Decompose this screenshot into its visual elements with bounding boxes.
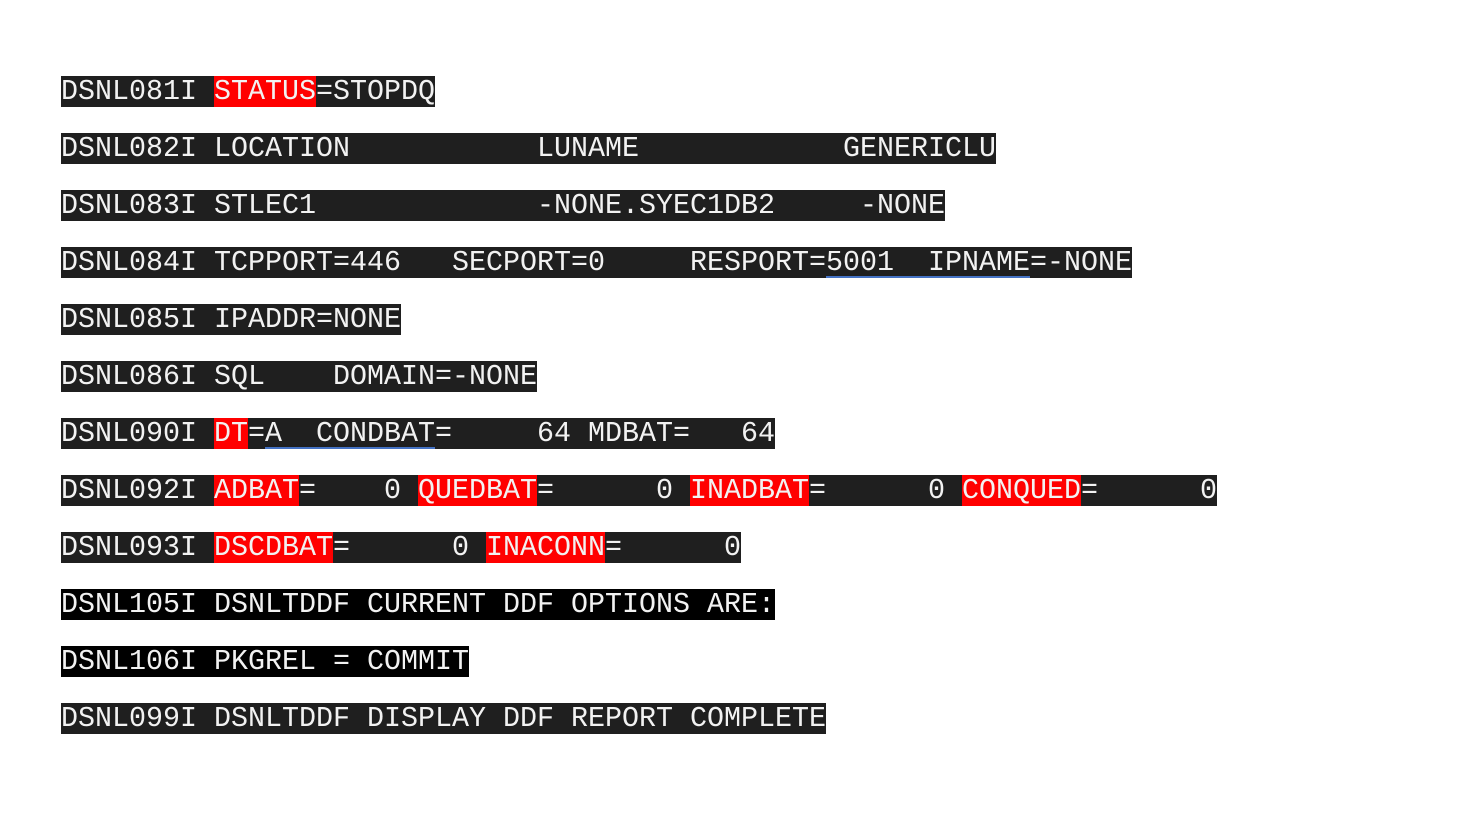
message-text: = 0 xyxy=(333,531,486,564)
message-line-dsnl092i: DSNL092I ADBAT= 0 QUEDBAT= 0 INADBAT= 0 … xyxy=(61,475,1217,506)
message-text: = 0 xyxy=(809,474,962,507)
message-line-dsnl105i: DSNL105I DSNLTDDF CURRENT DDF OPTIONS AR… xyxy=(61,589,775,620)
message-text: DSNL090I xyxy=(61,417,214,450)
highlighted-keyword: STATUS xyxy=(214,75,316,108)
message-text: =-NONE xyxy=(1029,246,1132,279)
message-text: = 0 xyxy=(1081,474,1217,507)
message-text: DSNL093I xyxy=(61,531,214,564)
highlighted-keyword: ADBAT xyxy=(214,474,299,507)
message-text: = xyxy=(248,417,265,450)
message-line-dsnl082i: DSNL082I LOCATION LUNAME GENERICLU xyxy=(61,133,996,164)
message-text: DSNL083I STLEC1 -NONE.SYEC1DB2 -NONE xyxy=(61,189,945,222)
highlighted-keyword: QUEDBAT xyxy=(418,474,537,507)
message-text: = 0 xyxy=(299,474,418,507)
message-line-dsnl081i: DSNL081I STATUS=STOPDQ xyxy=(61,76,435,107)
message-text: =STOPDQ xyxy=(316,75,435,108)
underlined-text: 5001 IPNAME xyxy=(825,246,1030,279)
message-text: DSNL084I TCPPORT=446 SECPORT=0 RESPORT= xyxy=(61,246,826,279)
message-text: DSNL081I xyxy=(61,75,214,108)
message-text: DSNL105I DSNLTDDF CURRENT DDF OPTIONS AR… xyxy=(61,588,775,621)
message-line-dsnl086i: DSNL086I SQL DOMAIN=-NONE xyxy=(61,361,537,392)
message-line-dsnl083i: DSNL083I STLEC1 -NONE.SYEC1DB2 -NONE xyxy=(61,190,945,221)
message-line-dsnl085i: DSNL085I IPADDR=NONE xyxy=(61,304,401,335)
highlighted-keyword: INACONN xyxy=(486,531,605,564)
underlined-text: A CONDBAT xyxy=(265,417,435,450)
highlighted-keyword: CONQUED xyxy=(962,474,1081,507)
message-text: DSNL086I SQL DOMAIN=-NONE xyxy=(61,360,537,393)
highlighted-keyword: DT xyxy=(214,417,248,450)
highlighted-keyword: INADBAT xyxy=(690,474,809,507)
message-line-dsnl106i: DSNL106I PKGREL = COMMIT xyxy=(61,646,469,677)
message-text: = 0 xyxy=(605,531,741,564)
message-line-dsnl084i: DSNL084I TCPPORT=446 SECPORT=0 RESPORT=5… xyxy=(61,247,1132,278)
message-text: DSNL085I IPADDR=NONE xyxy=(61,303,401,336)
message-line-dsnl099i: DSNL099I DSNLTDDF DISPLAY DDF REPORT COM… xyxy=(61,703,826,734)
message-text: DSNL106I PKGREL = COMMIT xyxy=(61,645,469,678)
message-line-dsnl093i: DSNL093I DSCDBAT= 0 INACONN= 0 xyxy=(61,532,741,563)
message-text: = 0 xyxy=(537,474,690,507)
message-line-dsnl090i: DSNL090I DT=A CONDBAT= 64 MDBAT= 64 xyxy=(61,418,775,449)
message-text: DSNL099I DSNLTDDF DISPLAY DDF REPORT COM… xyxy=(61,702,826,735)
message-text: = 64 MDBAT= 64 xyxy=(435,417,775,450)
message-text: DSNL082I LOCATION LUNAME GENERICLU xyxy=(61,132,996,165)
highlighted-keyword: DSCDBAT xyxy=(214,531,333,564)
message-text: DSNL092I xyxy=(61,474,214,507)
